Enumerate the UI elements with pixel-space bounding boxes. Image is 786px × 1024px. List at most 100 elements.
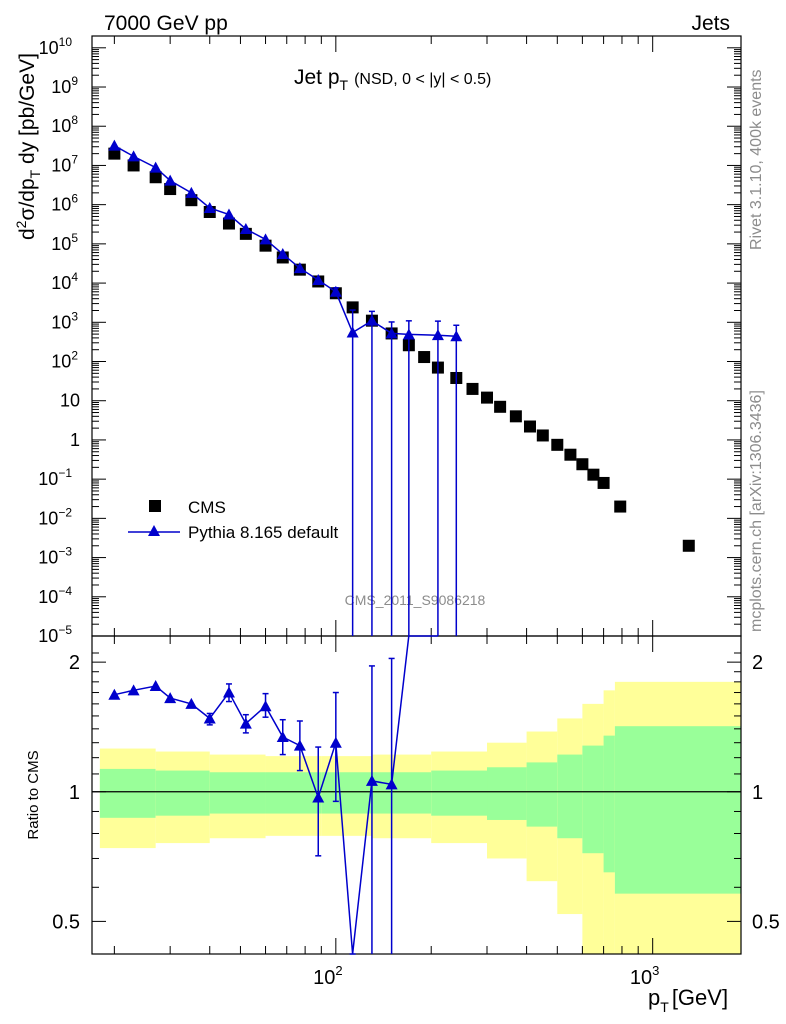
y-tick-label: 10−5 <box>38 623 72 646</box>
inner-band-segment <box>603 735 615 873</box>
y-tick-label: 1010 <box>39 35 73 58</box>
inner-band-segment <box>557 754 583 839</box>
cms-data-point <box>551 438 564 451</box>
legend-pythia-label: Pythia 8.165 default <box>188 523 339 542</box>
ratio-data-point <box>259 700 272 712</box>
inner-band-segment <box>582 745 604 854</box>
pythia-data-point <box>239 222 252 234</box>
cms-data-point <box>466 382 479 395</box>
x-tick-label: 102 <box>313 963 342 989</box>
x-axis-label: pT [GeV] <box>648 985 728 1015</box>
ratio-tick-label-right: 2 <box>752 652 763 674</box>
inner-band-segment <box>209 772 266 814</box>
pythia-data-point <box>164 174 177 186</box>
header-right: Jets <box>691 12 730 35</box>
cms-data-point <box>149 171 162 184</box>
ratio-data-point <box>222 686 235 698</box>
pythia-data-point <box>259 233 272 245</box>
cms-data-point <box>418 351 431 364</box>
inner-band-segment <box>526 762 558 827</box>
ratio-data-point <box>312 791 325 803</box>
pythia-data-point <box>365 314 378 326</box>
y-tick-label: 102 <box>51 349 78 372</box>
cms-data-point <box>587 468 600 481</box>
y-tick-label: 106 <box>51 192 78 215</box>
ratio-data-point <box>329 736 342 748</box>
inner-band-segment <box>431 770 488 816</box>
ratio-tick-label: 0.5 <box>52 911 80 933</box>
header-left: 7000 GeV pp <box>104 12 228 35</box>
pythia-data-point <box>203 202 216 214</box>
y-tick-label: 103 <box>51 309 78 332</box>
y-tick-label: 104 <box>51 270 78 293</box>
cms-series <box>108 147 695 552</box>
mcplots-label: mcplots.cern.ch [arXiv:1306.3436] <box>748 390 765 632</box>
y-tick-label: 10−2 <box>38 505 72 528</box>
ratio-series <box>108 635 438 955</box>
cms-data-point <box>222 217 235 230</box>
y-tick-label: 105 <box>51 231 78 254</box>
axis-ticks: 101010910810710610510410310210110−110−21… <box>38 35 780 989</box>
pythia-data-point <box>329 285 342 297</box>
pythia-data-point <box>276 248 289 260</box>
ratio-tick-label-right: 0.5 <box>752 911 780 933</box>
pythia-data-point <box>127 150 140 162</box>
pythia-series <box>108 139 463 636</box>
legend-pythia-marker <box>148 525 160 536</box>
pythia-data-point <box>222 208 235 220</box>
inner-band-segment <box>321 772 372 814</box>
y-tick-label: 10−4 <box>38 584 72 607</box>
legend-cms-label: CMS <box>188 498 226 517</box>
cms-data-point <box>536 429 549 442</box>
y-tick-label: 10−3 <box>38 545 72 568</box>
ratio-data-point <box>365 774 378 786</box>
cms-data-point <box>127 159 140 172</box>
pythia-data-point <box>293 262 306 274</box>
cms-data-point <box>509 410 522 423</box>
inner-band-segment <box>614 726 741 894</box>
cms-data-point <box>597 476 610 489</box>
ratio-tick-label-right: 1 <box>752 782 763 804</box>
cms-data-point <box>164 183 177 196</box>
inner-band-segment <box>99 768 156 818</box>
pythia-data-point <box>108 139 121 151</box>
analysis-watermark: CMS_2011_S9086218 <box>345 592 486 608</box>
cms-data-point <box>494 400 507 413</box>
ratio-data-point <box>127 684 140 696</box>
cms-data-point <box>523 420 536 433</box>
pythia-data-point <box>312 273 325 285</box>
pythia-data-point <box>450 330 463 342</box>
pythia-data-point <box>385 327 398 339</box>
y-tick-label: 107 <box>51 152 78 175</box>
y-tick-label: 1 <box>70 430 80 450</box>
main-plot-frame <box>91 35 742 637</box>
cms-data-point <box>614 500 627 513</box>
legend: CMS Pythia 8.165 default <box>128 498 339 542</box>
ratio-data-point <box>276 731 289 743</box>
ratio-data-point <box>385 778 398 790</box>
inner-band-segment <box>265 772 322 814</box>
x-tick-label: 103 <box>630 963 659 989</box>
y-tick-label: 10−1 <box>38 466 72 489</box>
chart-title: Jet pT (NSD, 0 < |y| < 0.5) <box>294 66 491 93</box>
cms-data-point <box>481 391 494 404</box>
pythia-data-point <box>402 328 415 340</box>
pythia-data-point <box>346 326 359 338</box>
ratio-data-point <box>293 739 306 751</box>
ratio-data-point <box>239 717 252 729</box>
legend-cms-marker <box>149 500 161 512</box>
y-axis-label: d2σ/dpT dy [pb/GeV] <box>13 53 43 240</box>
pythia-data-point <box>431 329 444 341</box>
inner-band-segment <box>487 767 527 820</box>
ratio-tick-label: 2 <box>69 652 80 674</box>
pythia-line <box>114 144 457 338</box>
y-tick-label: 10 <box>60 391 80 411</box>
inner-band-segment <box>371 772 432 814</box>
cms-data-point <box>564 448 577 461</box>
y-tick-label: 109 <box>51 74 78 97</box>
ratio-data-point <box>108 688 121 700</box>
rivet-label: Rivet 3.1.10, 400k events <box>748 69 765 250</box>
ratio-y-axis-label: Ratio to CMS <box>25 750 42 839</box>
inner-band-segment <box>155 770 210 816</box>
